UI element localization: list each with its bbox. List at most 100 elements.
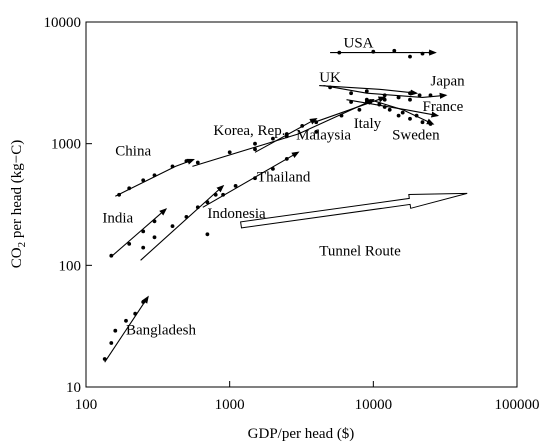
data-point-indonesia [152,235,157,240]
y-tick-label: 10000 [44,15,82,31]
data-point-france [364,97,369,102]
data-point-indonesia [213,192,218,197]
y-axis-title-rest: per head (kg−C) [9,140,25,242]
tunnel-route-layer: Tunnel Route [240,192,468,260]
trend-arrow-thailand [202,151,300,208]
series-sweden: Sweden [368,99,440,144]
country-label-bangladesh: Bangladesh [126,323,196,339]
series-france: France [346,97,464,118]
country-label-usa: USA [344,35,374,51]
data-point-uk [364,89,369,94]
data-point-indonesia [184,215,189,219]
data-point-bangladesh [133,311,138,316]
data-point-malaysia [271,136,275,141]
data-point-korea-rep [314,130,319,134]
data-point-sweden [396,113,401,118]
trend-arrow-indonesia [140,184,225,261]
x-tick-label: 1000 [215,397,245,413]
data-point-italy [357,107,362,112]
country-label-sweden: Sweden [392,128,440,144]
data-point-bangladesh [141,300,146,304]
data-point-france [387,107,392,112]
data-point-korea-rep [227,150,232,155]
data-point-indonesia [195,205,200,210]
series-india: India [102,208,168,258]
country-label-korea-rep: Korea, Rep. [213,123,285,139]
trend-arrow-japan [323,85,448,99]
series-bangladesh: Bangladesh [102,295,196,363]
data-point-china [141,178,146,183]
series-indonesia: Indonesia [140,184,266,261]
data-point-france [400,110,405,115]
country-label-indonesia: Indonesia [207,206,266,222]
x-axis-ticks: 100 1000 10000 100000 [75,381,540,413]
trend-arrow-bangladesh [104,295,149,363]
y-axis-ticks: 10 100 1000 10000 [44,15,92,396]
data-point-thailand [284,157,289,161]
country-label-japan: Japan [431,74,466,90]
data-point-thailand [253,176,257,181]
x-tick-label: 100000 [495,397,540,413]
series-thailand: Thailand [202,151,311,208]
series-china: China [115,144,195,197]
data-point-usa [408,54,412,59]
data-point-malaysia [300,124,305,128]
data-point-usa [428,50,433,55]
y-axis-title: CO2 per head (kg−C) [9,140,28,269]
trend-arrow-uk [319,85,419,96]
trend-arrow-china [115,158,195,197]
data-point-thailand [271,167,275,171]
data-point-bangladesh [124,318,128,323]
country-label-france: France [423,99,464,115]
x-tick-label: 100 [75,397,98,413]
data-point-india [109,253,114,258]
data-point-uk [382,93,387,98]
data-point-china [184,159,189,163]
series-korea-rep: Korea, Rep. [192,99,375,167]
trend-arrow-india [110,208,168,258]
series-uk: UK [319,70,419,102]
data-point-usa [420,51,425,56]
data-point-indonesia [205,232,210,237]
country-label-italy: Italy [354,116,382,132]
data-point-indonesia [170,224,175,229]
data-point-china [117,192,121,197]
data-point-uk [349,91,353,96]
tunnel-route-label: Tunnel Route [319,244,401,260]
x-tick-label: 10000 [355,397,393,413]
data-point-japan [428,93,433,98]
data-point-thailand [233,184,238,188]
tunnel-route-arrow [240,192,468,229]
data-point-sweden [420,120,425,125]
data-point-thailand [221,192,226,197]
data-point-italy [377,102,382,107]
series-usa: USA [330,35,437,59]
trend-arrow-sweden [369,99,435,125]
y-axis-title-subscript: 2 [16,242,28,248]
country-label-china: China [115,144,151,160]
data-point-india [141,229,146,234]
data-point-malaysia [253,147,257,152]
data-point-japan [417,93,422,98]
data-point-china [127,186,132,191]
data-point-usa [337,50,342,55]
data-point-italy [314,120,319,125]
country-label-uk: UK [319,70,341,86]
data-point-sweden [428,122,433,126]
data-point-usa [392,48,397,53]
data-point-indonesia [141,245,146,250]
trend-arrow-korea-rep [192,99,375,167]
data-point-bangladesh [113,328,118,333]
data-point-sweden [408,116,412,121]
data-point-india [127,242,132,246]
data-point-korea-rep [253,141,257,146]
data-point-uk [396,95,401,100]
country-label-india: India [102,211,133,227]
data-point-france [349,100,353,104]
data-point-bangladesh [109,341,114,345]
data-point-sweden [382,105,387,109]
data-point-india [152,219,157,224]
y-tick-label: 10 [66,380,81,396]
